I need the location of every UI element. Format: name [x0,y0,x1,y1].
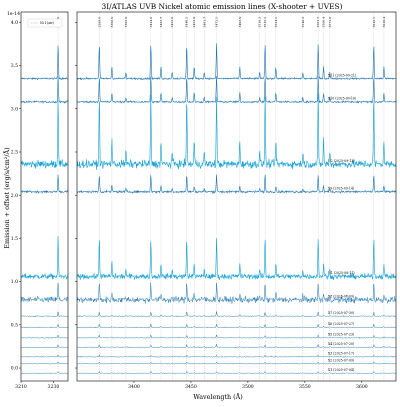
x-tick-label: 3550 [299,384,311,390]
spectrum-series-line [77,282,396,305]
series-label: X8 (2025-08-09) [328,295,354,299]
series-label: X11 (2025-09-21) [328,73,356,77]
ni-line-label: 3492.9 [238,17,242,28]
legend-box [27,18,63,28]
y-tick-label: 3.5 [11,63,18,69]
series-label: X3 (2025-07-17) [328,352,354,356]
x-tick-label: 3500 [242,384,254,390]
y-tick-label: 0.0 [11,366,18,372]
spectrum-series-line [77,76,396,104]
legend: Ni I (air) [27,18,63,28]
series-label: U2 (2025-09-13) [328,159,355,163]
spectrum-series-line [77,43,396,81]
spectrum-series-line [21,361,68,365]
spectrum-series-line [21,354,68,358]
x-tick-label: 3230 [48,384,60,390]
spectrum-series-line [21,174,68,195]
series-label: X9 (2025-09-14) [328,187,354,191]
series-label: X6 (2025-07-27) [328,322,354,326]
spectrum-series-line [21,371,68,375]
ni-line-label: 3446.3 [185,17,189,28]
ni-line-label: 3461.7 [202,17,206,28]
y-scale-note: 1e-14 [7,11,20,17]
spectrum-series-line [77,311,396,318]
y-tick-label: 2.0 [11,193,18,199]
ni-line-label: 3619.4 [382,17,386,28]
axes-frame [20,11,69,382]
ni-line-label: 3566.4 [322,17,326,28]
spectrum-series-line [77,93,396,171]
spectrum-series-line [21,310,68,318]
ni-line-label: 3423.7 [159,17,163,28]
ni-line-label: 3515.1 [263,17,267,28]
ni-line-label: 3561.7 [316,17,320,28]
y-tick-label: 3.0 [11,106,18,112]
spectrum-series-line [77,354,396,358]
spectrum-series-line [21,323,68,329]
x-tick-label: 3600 [356,384,368,390]
spectrum-series-line [21,283,68,303]
spectrum-series-line [77,343,396,349]
series-label: X10 (2025-09-16) [328,97,356,101]
ni-line-label: 3472.5 [215,17,219,28]
chart-title: 3I/ATLAS UVB Nickel atomic emission line… [102,2,343,11]
spectrum-series-line [21,76,68,105]
ni-line-label: 3433.6 [170,17,174,28]
spectrum-series-line [77,370,396,375]
ni-line-label: 3380.6 [110,17,114,28]
ni-line-label: 3524.5 [274,17,278,28]
ni-line-label: 3510.3 [258,17,262,28]
series-label: X2 (2025-07-09) [328,359,354,363]
legend-entry: Ni I (air) [40,21,54,25]
ni-line-label: 3571.9 [328,17,332,28]
x-tick-label: 3450 [185,384,197,390]
spectrum-series-line [77,361,396,365]
spectrum-series-line [21,235,68,280]
series-label: X4 (2025-07-20) [328,342,354,346]
series-label: U1 (2025-08-11) [328,271,355,275]
spectrum-series-line [21,344,68,349]
y-tick-label: 1.5 [11,236,18,242]
y-tick-label: 0.5 [11,322,18,328]
series-label: X5 (2025-07-23) [328,333,354,337]
spectrum-series-line [77,238,396,280]
spectrum-series-line [21,45,68,81]
ni-line-label: 3610.5 [372,17,376,28]
spectrum-series-line [21,334,68,339]
series-label: X7 (2025-07-30) [328,311,354,315]
y-tick-label: 4.0 [11,20,18,26]
spectrum-series-line [77,323,396,329]
y-tick-label: 2.5 [11,150,18,156]
ni-line-label: 3392.9 [124,17,128,28]
ni-line-label: 3548.2 [301,17,305,28]
series-label: X1 (2025-07-04) [328,368,354,372]
left-panel: 3232.9321032300.00.51.01.52.02.53.03.54.… [11,11,69,390]
x-tick-label: 3210 [15,384,27,390]
axes-frame [76,11,397,382]
spectrum-series-line [77,334,396,340]
right-panel: 3369.6 3380.6 3392.9 3414.8 3423.7 3433.6 3446… [75,11,397,390]
x-tick-label: 3400 [128,384,140,390]
ni-line-label: 3452.9 [192,17,196,28]
x-axis-label: Wavelength (Å) [193,392,243,401]
spectrum-series-line [77,174,396,195]
y-tick-label: 1.0 [11,279,18,285]
spectrum-series-line [21,99,68,169]
ni-line-label: 3369.6 [97,17,101,28]
ni-line-label: 3414.8 [149,17,153,28]
y-axis-label: Emission + offset (erg/s/cm²/Å) [2,147,11,248]
